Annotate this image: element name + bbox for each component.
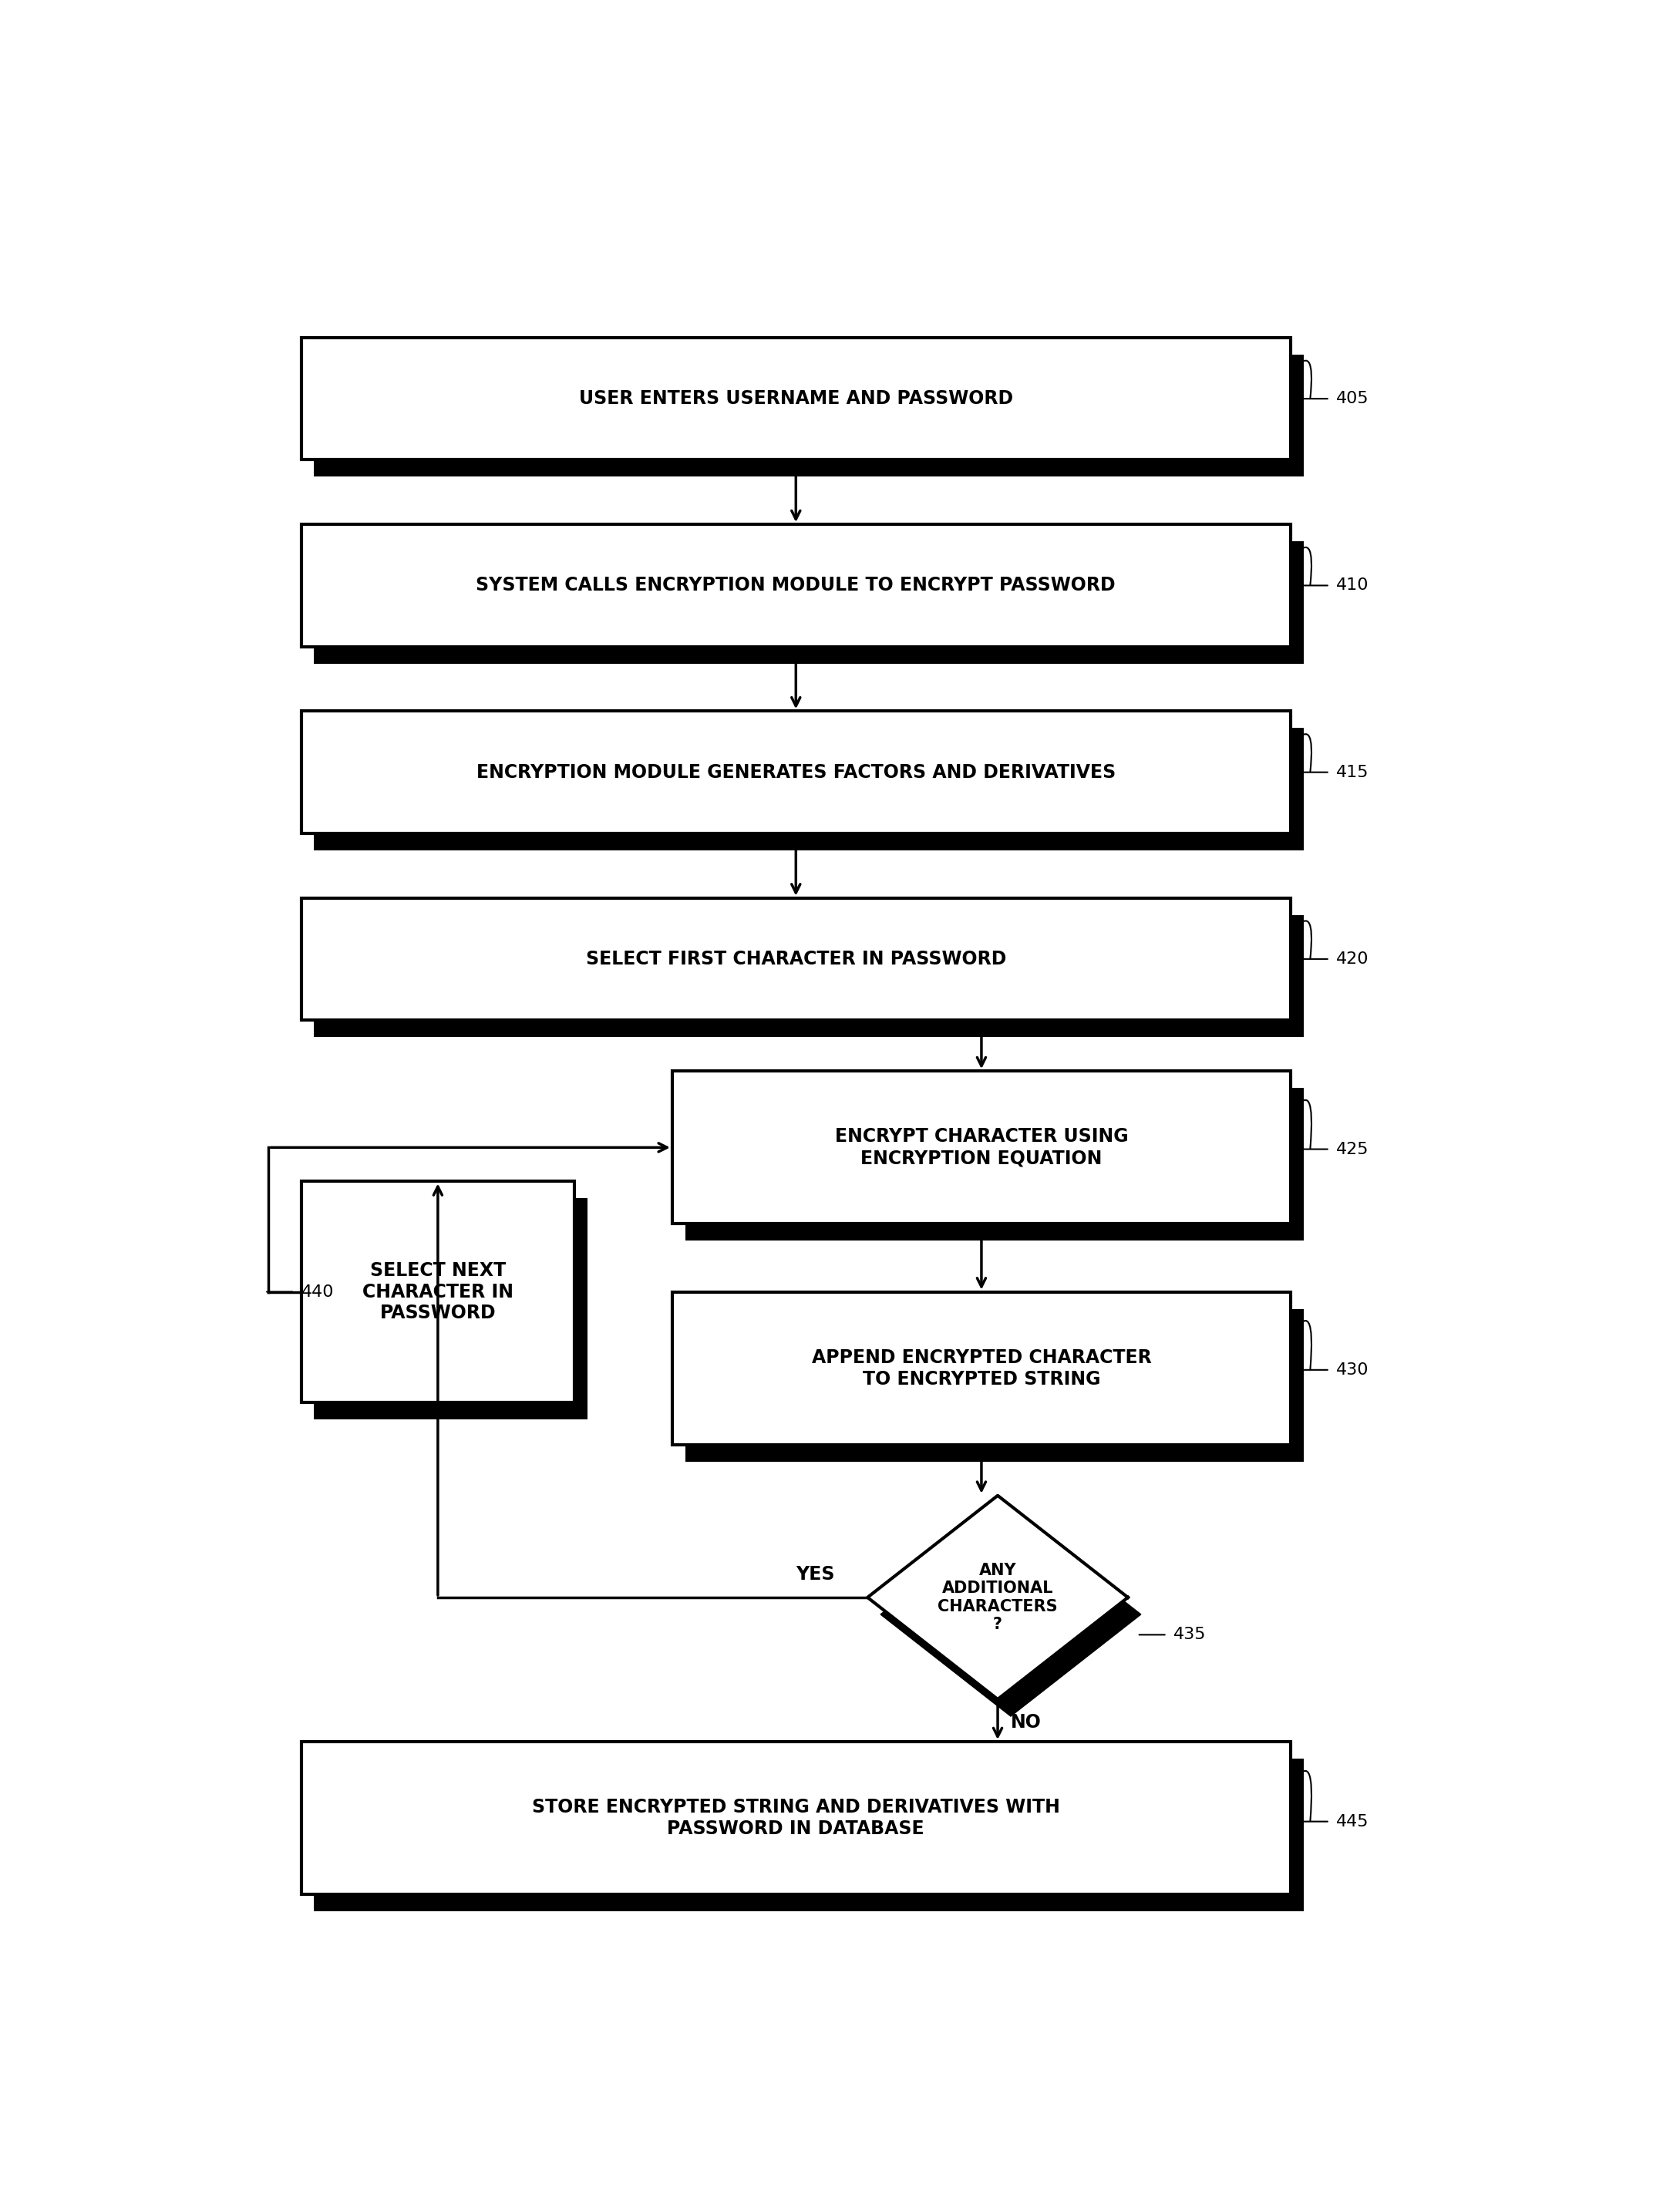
FancyBboxPatch shape bbox=[685, 1087, 1304, 1241]
FancyBboxPatch shape bbox=[672, 1292, 1290, 1444]
FancyBboxPatch shape bbox=[672, 1072, 1290, 1224]
FancyBboxPatch shape bbox=[301, 712, 1290, 833]
Text: 435: 435 bbox=[1173, 1627, 1206, 1643]
Text: STORE ENCRYPTED STRING AND DERIVATIVES WITH
PASSWORD IN DATABASE: STORE ENCRYPTED STRING AND DERIVATIVES W… bbox=[533, 1797, 1060, 1839]
FancyBboxPatch shape bbox=[301, 897, 1290, 1021]
Text: 405: 405 bbox=[1336, 390, 1369, 406]
FancyBboxPatch shape bbox=[685, 1310, 1304, 1462]
FancyBboxPatch shape bbox=[314, 542, 1304, 664]
Text: 425: 425 bbox=[1336, 1142, 1369, 1158]
Text: YES: YES bbox=[796, 1566, 835, 1583]
Text: SYSTEM CALLS ENCRYPTION MODULE TO ENCRYPT PASSWORD: SYSTEM CALLS ENCRYPTION MODULE TO ENCRYP… bbox=[475, 576, 1116, 595]
FancyBboxPatch shape bbox=[314, 728, 1304, 851]
Text: 430: 430 bbox=[1336, 1363, 1369, 1378]
Text: APPEND ENCRYPTED CHARACTER
TO ENCRYPTED STRING: APPEND ENCRYPTED CHARACTER TO ENCRYPTED … bbox=[811, 1347, 1151, 1389]
Text: ANY
ADDITIONAL
CHARACTERS
?: ANY ADDITIONAL CHARACTERS ? bbox=[937, 1563, 1058, 1632]
FancyBboxPatch shape bbox=[301, 525, 1290, 646]
FancyBboxPatch shape bbox=[314, 355, 1304, 476]
Text: 445: 445 bbox=[1336, 1815, 1369, 1830]
Text: SELECT FIRST CHARACTER IN PASSWORD: SELECT FIRST CHARACTER IN PASSWORD bbox=[586, 950, 1006, 968]
Text: 410: 410 bbox=[1336, 578, 1369, 593]
Text: 420: 420 bbox=[1336, 950, 1369, 966]
Text: ENCRYPT CHARACTER USING
ENCRYPTION EQUATION: ENCRYPT CHARACTER USING ENCRYPTION EQUAT… bbox=[835, 1127, 1129, 1166]
FancyBboxPatch shape bbox=[301, 1742, 1290, 1894]
Polygon shape bbox=[880, 1513, 1141, 1715]
Text: NO: NO bbox=[1011, 1713, 1042, 1731]
Text: 440: 440 bbox=[301, 1283, 334, 1299]
FancyBboxPatch shape bbox=[301, 337, 1290, 461]
Text: USER ENTERS USERNAME AND PASSWORD: USER ENTERS USERNAME AND PASSWORD bbox=[580, 390, 1013, 408]
Polygon shape bbox=[867, 1495, 1127, 1700]
Text: SELECT NEXT
CHARACTER IN
PASSWORD: SELECT NEXT CHARACTER IN PASSWORD bbox=[363, 1261, 514, 1323]
FancyBboxPatch shape bbox=[314, 1197, 588, 1420]
Text: ENCRYPTION MODULE GENERATES FACTORS AND DERIVATIVES: ENCRYPTION MODULE GENERATES FACTORS AND … bbox=[475, 763, 1116, 781]
FancyBboxPatch shape bbox=[314, 1760, 1304, 1912]
FancyBboxPatch shape bbox=[314, 915, 1304, 1036]
FancyBboxPatch shape bbox=[301, 1182, 575, 1402]
Text: 415: 415 bbox=[1336, 765, 1369, 781]
